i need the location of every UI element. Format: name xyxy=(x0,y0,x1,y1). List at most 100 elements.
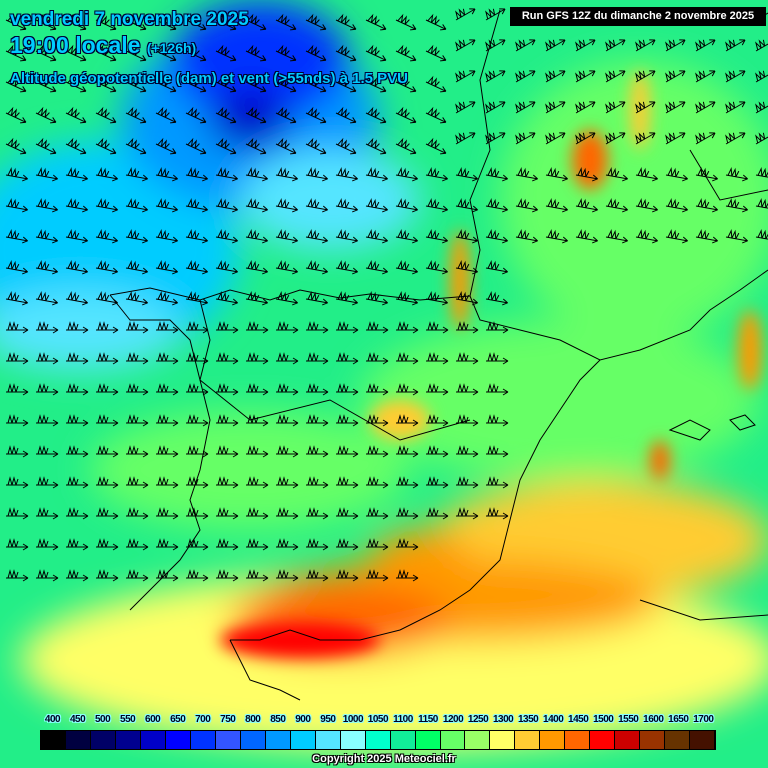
wind-barb xyxy=(635,229,658,244)
wind-barb xyxy=(396,352,419,365)
wind-barb xyxy=(485,39,506,52)
colorbar-swatch xyxy=(290,731,316,749)
wind-barb xyxy=(95,106,117,124)
wind-barb xyxy=(425,291,448,306)
wind-barb xyxy=(366,476,389,489)
wind-barb xyxy=(215,198,238,213)
colorbar-label: 1100 xyxy=(393,714,413,725)
wind-barb xyxy=(126,538,149,551)
wind-barb xyxy=(186,352,209,365)
colorbar-label: 1050 xyxy=(367,714,389,725)
wind-barb xyxy=(125,106,147,124)
colorbar-label: 500 xyxy=(94,714,111,725)
wind-barb xyxy=(605,167,628,182)
wind-barb xyxy=(695,101,716,114)
wind-barb xyxy=(455,70,476,83)
wind-barb xyxy=(65,291,88,306)
wind-barb xyxy=(275,198,298,213)
colorbar-swatch xyxy=(340,731,366,749)
wind-barb xyxy=(306,383,329,396)
wind-barb xyxy=(156,445,179,458)
wind-barb xyxy=(456,352,479,365)
wind-barb xyxy=(605,198,628,213)
wind-barb xyxy=(186,538,209,551)
wind-barb xyxy=(125,229,148,244)
wind-barb xyxy=(246,476,269,489)
colorbar-label: 1700 xyxy=(693,714,714,725)
wind-barb xyxy=(215,44,237,62)
wind-barb xyxy=(425,137,447,155)
wind-barb xyxy=(305,198,328,213)
wind-barb xyxy=(365,291,388,306)
wind-barb xyxy=(96,352,119,365)
wind-barb xyxy=(96,569,119,582)
colorbar-label: 1450 xyxy=(568,714,589,725)
wind-barb xyxy=(725,132,746,145)
wind-barb xyxy=(35,13,57,31)
wind-barb xyxy=(185,198,208,213)
wind-barb xyxy=(665,70,686,83)
wind-barb xyxy=(515,101,536,114)
wind-barb xyxy=(245,75,267,93)
colorbar-label: 1150 xyxy=(418,714,438,725)
wind-barb xyxy=(455,39,476,52)
wind-barb xyxy=(455,132,476,145)
wind-barb xyxy=(66,476,89,489)
colorbar-label: 450 xyxy=(69,714,86,725)
wind-barb xyxy=(426,445,449,458)
wind-barb xyxy=(216,538,239,551)
wind-barb xyxy=(95,75,117,93)
wind-barb xyxy=(245,137,267,155)
wind-barb xyxy=(65,229,88,244)
wind-barb xyxy=(486,445,509,458)
wind-barb xyxy=(125,75,147,93)
wind-barb xyxy=(6,507,29,520)
colorbar-label: 600 xyxy=(145,714,161,725)
wind-barb xyxy=(725,198,748,213)
wind-barb xyxy=(245,198,268,213)
wind-barb xyxy=(486,352,509,365)
wind-barb xyxy=(65,260,88,275)
wind-barb xyxy=(395,44,417,62)
colorbar-label: 1350 xyxy=(517,714,539,725)
wind-barb xyxy=(425,229,448,244)
wind-barb xyxy=(515,132,536,145)
wind-barb xyxy=(6,352,29,365)
wind-barb xyxy=(306,569,329,582)
wind-barb xyxy=(5,260,28,275)
wind-barb xyxy=(335,13,357,31)
wind-barb xyxy=(755,167,768,182)
copyright: Copyright 2025 Meteociel.fr xyxy=(312,753,456,765)
wind-barb xyxy=(36,569,59,582)
wind-barb xyxy=(185,229,208,244)
colorbar-swatch xyxy=(540,731,566,749)
colorbar-label: 900 xyxy=(295,714,311,725)
wind-barb xyxy=(6,445,29,458)
wind-barb xyxy=(186,476,209,489)
wind-barb xyxy=(395,291,418,306)
wind-barb xyxy=(305,44,327,62)
wind-barb xyxy=(755,70,768,83)
wind-barb xyxy=(456,476,479,489)
wind-barb xyxy=(125,137,147,155)
wind-barb xyxy=(276,383,299,396)
wind-barb xyxy=(486,414,509,427)
wind-barb xyxy=(396,507,419,520)
wind-barb xyxy=(335,75,357,93)
wind-barb xyxy=(95,137,117,155)
wind-barb xyxy=(35,167,58,182)
wind-barb xyxy=(456,507,479,520)
colorbar-label: 1300 xyxy=(492,714,514,725)
colorbar-swatch xyxy=(115,731,141,749)
wind-barb xyxy=(276,352,299,365)
wind-barb xyxy=(575,132,596,145)
wind-barb xyxy=(5,75,27,93)
wind-barb xyxy=(635,198,658,213)
wind-barb xyxy=(125,291,148,306)
colorbar-swatch xyxy=(615,731,641,749)
wind-barb xyxy=(575,167,598,182)
wind-barb xyxy=(426,352,449,365)
wind-barb xyxy=(665,101,686,114)
wind-barb xyxy=(336,507,359,520)
